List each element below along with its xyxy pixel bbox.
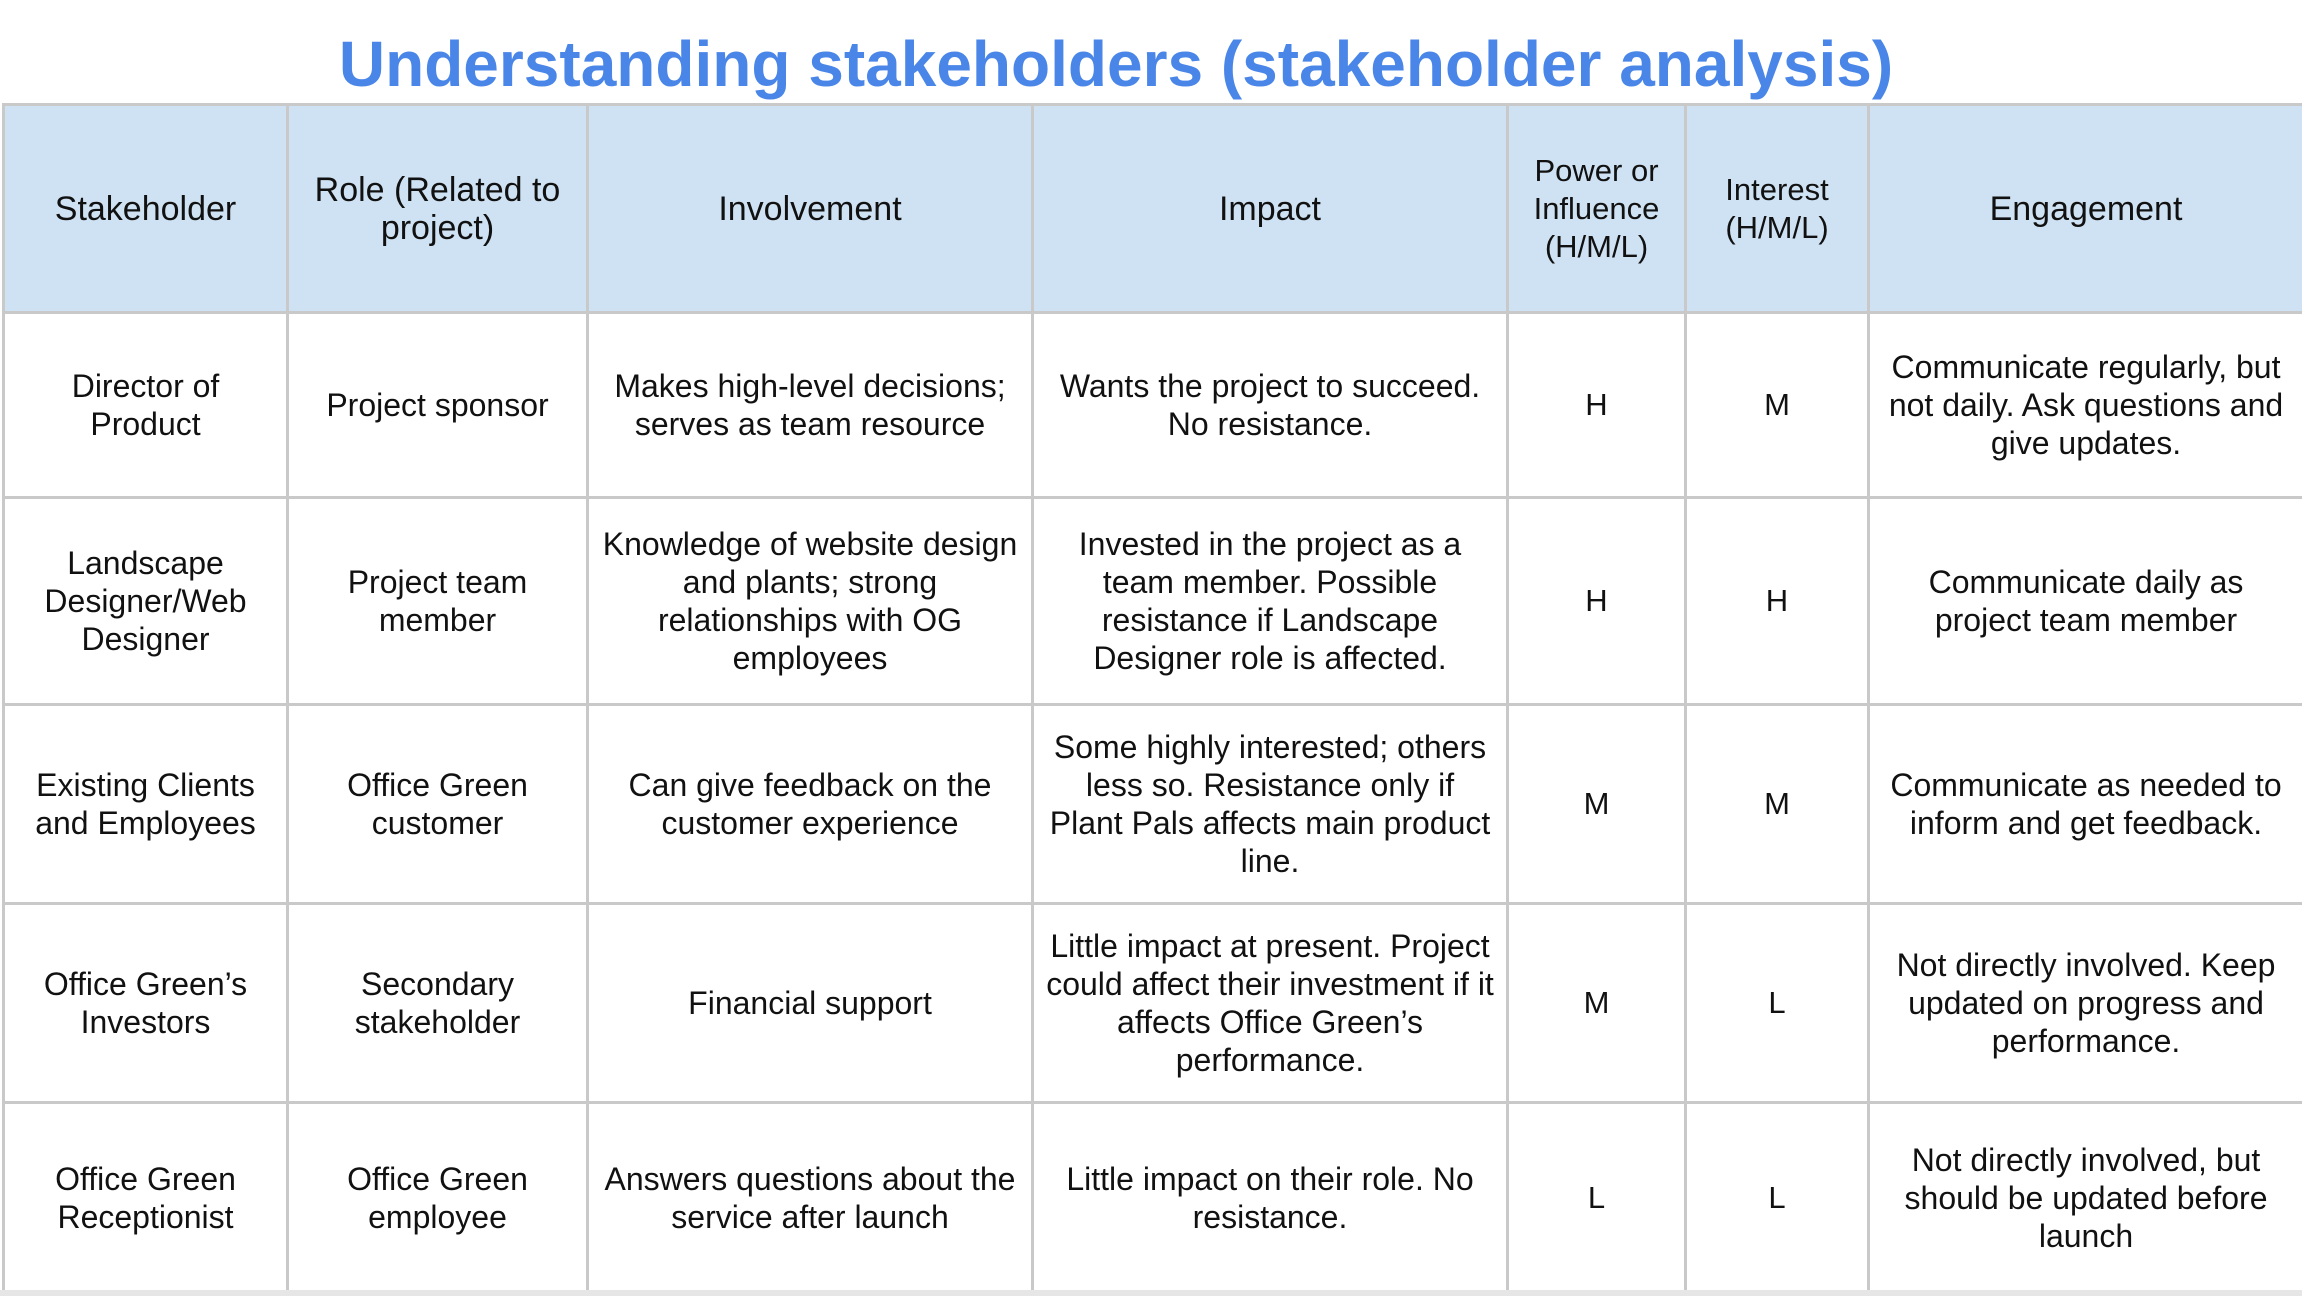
cell-engagement: Communicate as needed to inform and get …: [1867, 703, 2302, 905]
header-role: Role (Related to project): [286, 103, 589, 314]
table-row: Landscape Designer/Web Designer Project …: [2, 496, 2302, 706]
cell-engagement: Communicate daily as project team member: [1867, 496, 2302, 706]
stakeholder-table: Stakeholder Role (Related to project) In…: [2, 103, 2302, 1295]
cell-stakeholder: Existing Clients and Employees: [2, 703, 289, 905]
cell-power: M: [1506, 703, 1687, 905]
cell-engagement: Not directly involved. Keep updated on p…: [1867, 902, 2302, 1104]
cell-involvement: Answers questions about the service afte…: [586, 1101, 1034, 1295]
cell-involvement: Knowledge of website design and plants; …: [586, 496, 1034, 706]
cell-role: Project sponsor: [286, 311, 589, 499]
table-row: Director of Product Project sponsor Make…: [2, 311, 2302, 499]
cell-impact: Little impact at present. Project could …: [1031, 902, 1509, 1104]
header-interest: Interest (H/M/L): [1684, 103, 1870, 314]
cell-engagement: Not directly involved, but should be upd…: [1867, 1101, 2302, 1295]
header-power: Power or Influence (H/M/L): [1506, 103, 1687, 314]
table-row: Office Green Receptionist Office Green e…: [2, 1101, 2302, 1295]
cell-stakeholder: Director of Product: [2, 311, 289, 499]
table-row: Office Green’s Investors Secondary stake…: [2, 902, 2302, 1104]
header-row: Stakeholder Role (Related to project) In…: [2, 103, 2302, 314]
header-involvement: Involvement: [586, 103, 1034, 314]
cell-stakeholder: Landscape Designer/Web Designer: [2, 496, 289, 706]
cell-stakeholder: Office Green Receptionist: [2, 1101, 289, 1295]
cell-interest: L: [1684, 1101, 1870, 1295]
cell-involvement: Financial support: [586, 902, 1034, 1104]
cell-interest: M: [1684, 703, 1870, 905]
page-title: Understanding stakeholders (stakeholder …: [338, 28, 1894, 100]
cell-impact: Wants the project to succeed. No resista…: [1031, 311, 1509, 499]
cell-impact: Invested in the project as a team member…: [1031, 496, 1509, 706]
cell-impact: Some highly interested; others less so. …: [1031, 703, 1509, 905]
table-row: Existing Clients and Employees Office Gr…: [2, 703, 2302, 905]
cell-impact: Little impact on their role. No resistan…: [1031, 1101, 1509, 1295]
cell-role: Office Green employee: [286, 1101, 589, 1295]
header-engagement: Engagement: [1867, 103, 2302, 314]
cell-involvement: Can give feedback on the customer experi…: [586, 703, 1034, 905]
cell-role: Secondary stakeholder: [286, 902, 589, 1104]
cell-role: Office Green customer: [286, 703, 589, 905]
cell-involvement: Makes high-level decisions; serves as te…: [586, 311, 1034, 499]
cell-role: Project team member: [286, 496, 589, 706]
header-stakeholder: Stakeholder: [2, 103, 289, 314]
cell-power: M: [1506, 902, 1687, 1104]
cell-stakeholder: Office Green’s Investors: [2, 902, 289, 1104]
cell-power: H: [1506, 496, 1687, 706]
bottom-edge: [0, 1290, 2302, 1296]
header-impact: Impact: [1031, 103, 1509, 314]
cell-interest: L: [1684, 902, 1870, 1104]
cell-power: H: [1506, 311, 1687, 499]
cell-interest: M: [1684, 311, 1870, 499]
cell-engagement: Communicate regularly, but not daily. As…: [1867, 311, 2302, 499]
cell-interest: H: [1684, 496, 1870, 706]
cell-power: L: [1506, 1101, 1687, 1295]
